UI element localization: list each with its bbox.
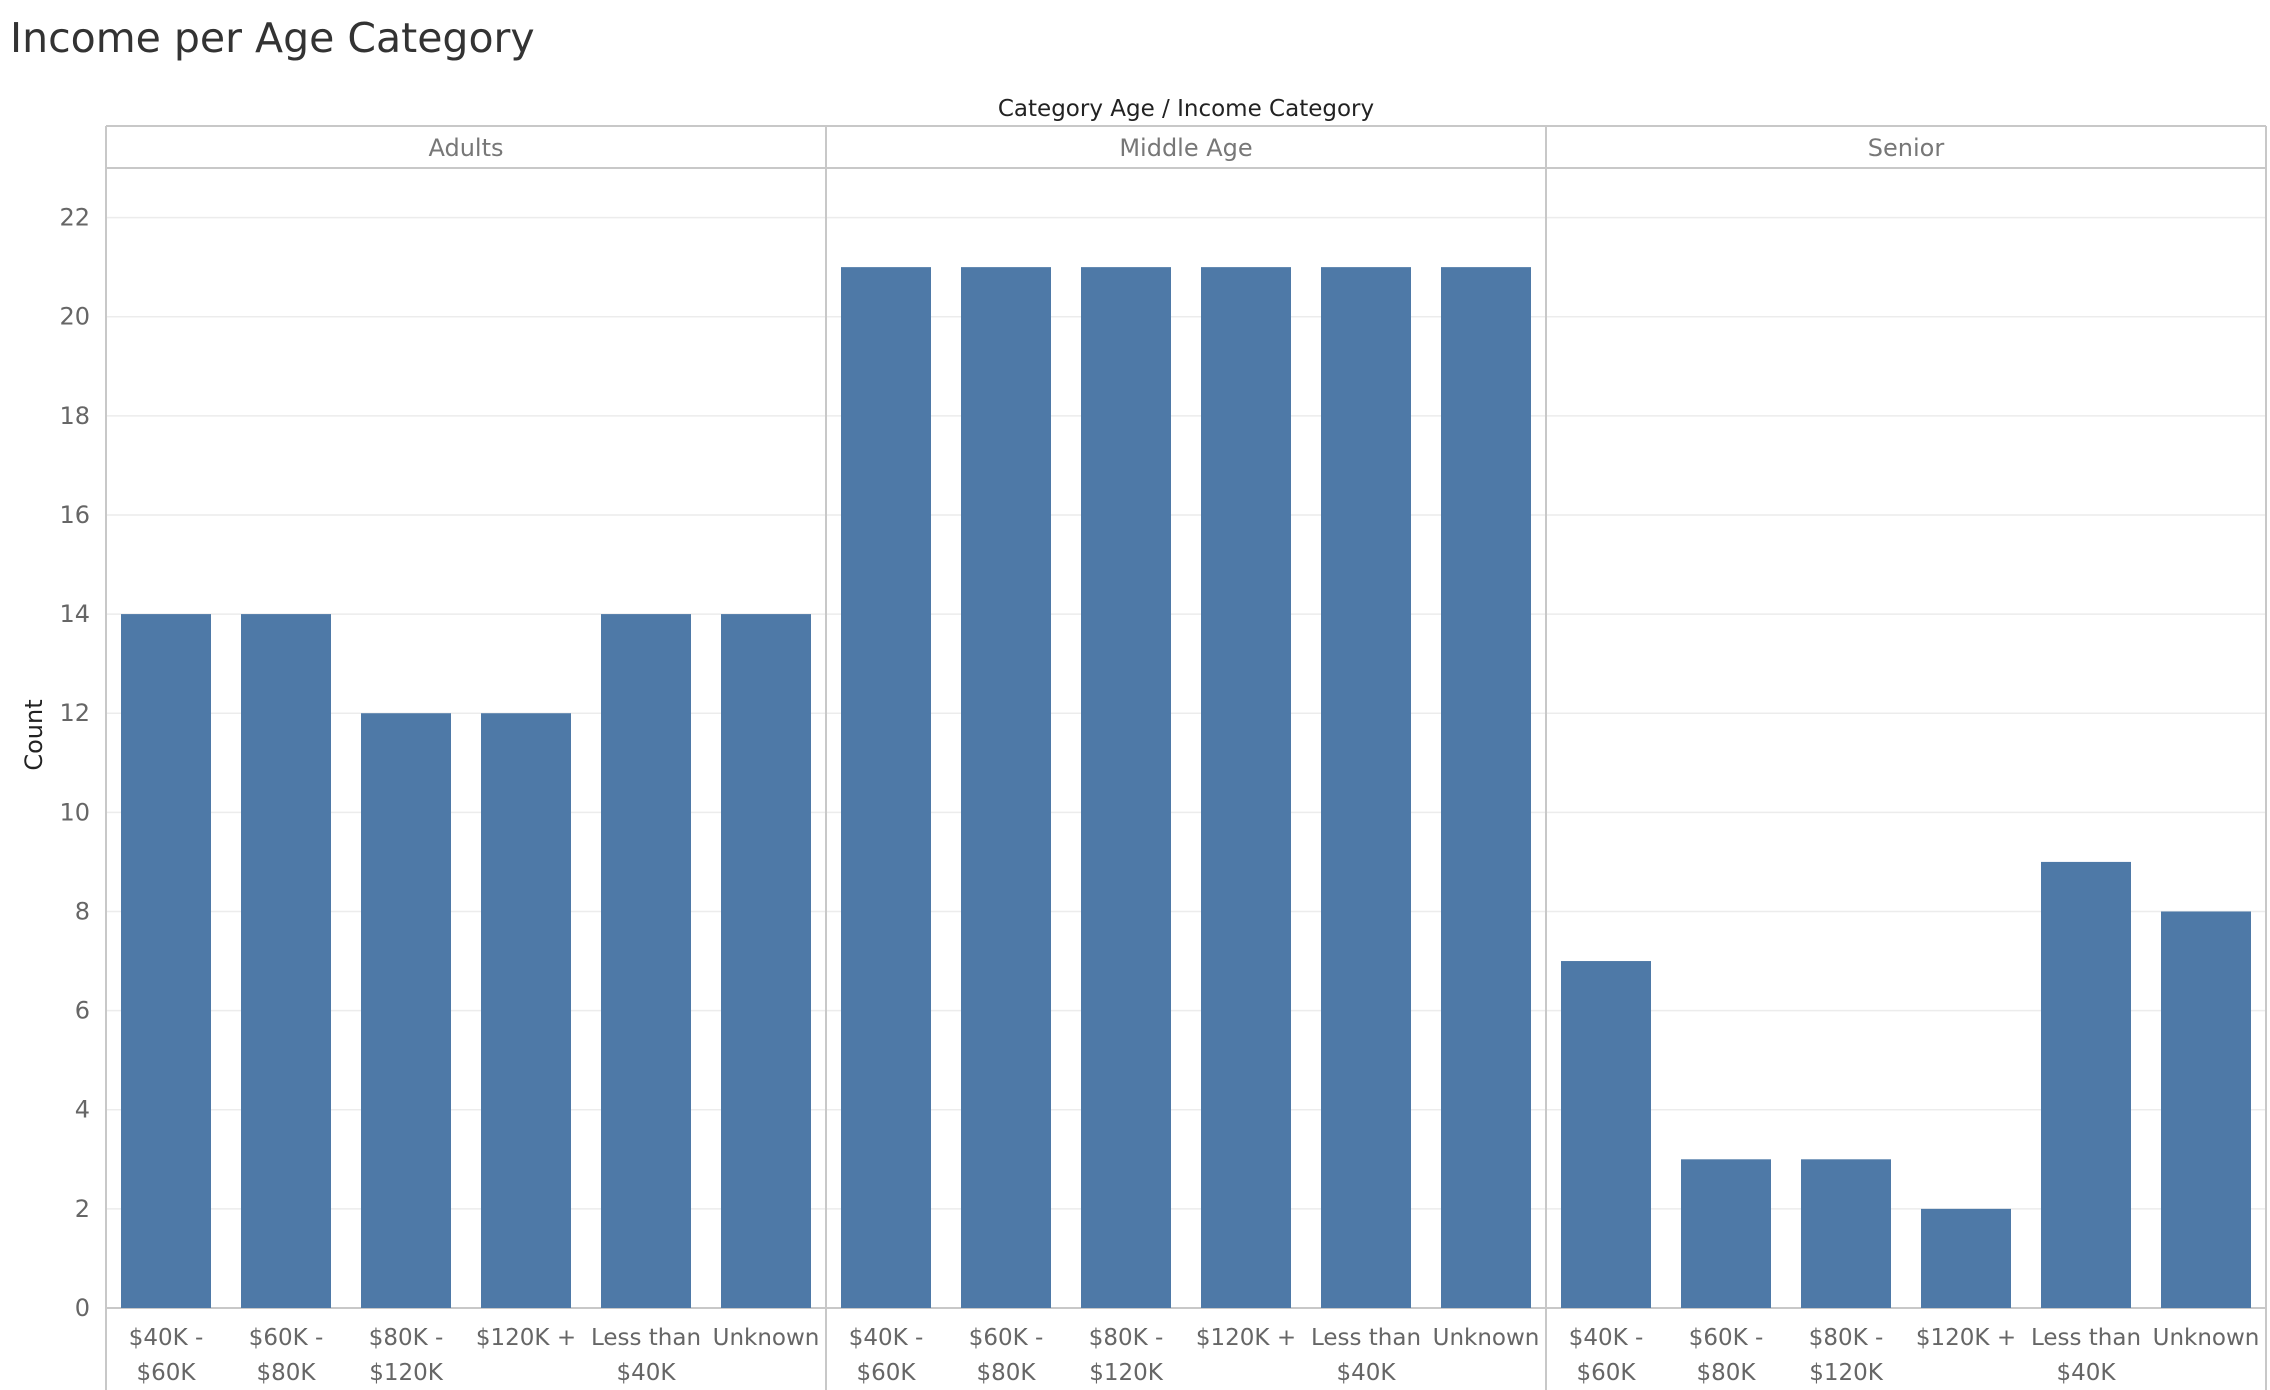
panel-header-adults: Adults: [428, 134, 503, 162]
bar: [601, 614, 691, 1308]
bar: [961, 267, 1051, 1309]
y-tick-label: 2: [75, 1195, 90, 1223]
chart-title: Income per Age Category: [10, 14, 535, 62]
y-tick-label: 18: [59, 402, 90, 430]
panel-headers: Adults Middle Age Senior: [428, 134, 1944, 162]
y-tick-label: 0: [75, 1294, 90, 1322]
gridlines: [106, 216, 2266, 1309]
bar: [841, 267, 931, 1309]
y-tick-label: 10: [59, 798, 90, 826]
bar: [361, 713, 451, 1308]
x-tick-label: $80K -$120K: [369, 1325, 444, 1386]
x-tick-label: $40K -$60K: [129, 1325, 204, 1386]
x-tick-label: $60K -$80K: [969, 1325, 1044, 1386]
y-tick-label: 8: [75, 897, 90, 925]
x-tick-label: Less than $40K: [591, 1325, 701, 1386]
panel-header-senior: Senior: [1868, 134, 1945, 162]
x-tick-label: Unknown: [713, 1325, 820, 1351]
y-tick-label: 16: [59, 501, 90, 529]
x-tick-label: Unknown: [1433, 1325, 1540, 1351]
panel-frames: [105, 125, 2267, 1390]
y-tick-label: 4: [75, 1096, 90, 1124]
bar: [2041, 861, 2131, 1308]
x-tick-label: $40K -$60K: [849, 1325, 924, 1386]
x-tick-label: Less than $40K: [2031, 1325, 2141, 1386]
bar: [721, 614, 811, 1308]
x-tick-label: $120K +: [476, 1325, 576, 1351]
bar: [1681, 1159, 1771, 1308]
x-tick-label: $80K -$120K: [1809, 1325, 1884, 1386]
bar: [121, 614, 211, 1308]
y-tick-labels: 0 2 4 6 8 10 12 14 16 18 20 22: [59, 204, 90, 1322]
bar: [1801, 1159, 1891, 1308]
x-tick-labels: $40K -$60K $60K -$80K $80K -$120K $120K + Le…: [129, 1325, 2260, 1386]
y-tick-label: 12: [59, 699, 90, 727]
x-tick-label: $60K -$80K: [249, 1325, 324, 1386]
bar: [1081, 267, 1171, 1309]
bar: [241, 614, 331, 1308]
y-tick-label: 22: [59, 204, 90, 232]
x-tick-label: $120K +: [1916, 1325, 2016, 1351]
y-axis-label: Count: [20, 699, 48, 770]
header-label: Category Age / Income Category: [998, 96, 1374, 122]
bar: [1921, 1208, 2011, 1308]
bar: [1561, 961, 1651, 1308]
x-tick-label: $80K -$120K: [1089, 1325, 1164, 1386]
bar: [1441, 267, 1531, 1309]
x-tick-label: $120K +: [1196, 1325, 1296, 1351]
x-tick-label: $60K -$80K: [1689, 1325, 1764, 1386]
panel-header-middle-age: Middle Age: [1119, 134, 1252, 162]
y-tick-label: 6: [75, 997, 90, 1025]
bar: [1321, 267, 1411, 1309]
y-tick-label: 20: [59, 303, 90, 331]
x-tick-label: $40K -$60K: [1569, 1325, 1644, 1386]
x-tick-label: Less than $40K: [1311, 1325, 1421, 1386]
bar: [2161, 911, 2251, 1308]
bar: [481, 713, 571, 1308]
y-tick-label: 14: [59, 600, 90, 628]
x-tick-label: Unknown: [2153, 1325, 2260, 1351]
bars: [121, 267, 2251, 1309]
bar: [1201, 267, 1291, 1309]
